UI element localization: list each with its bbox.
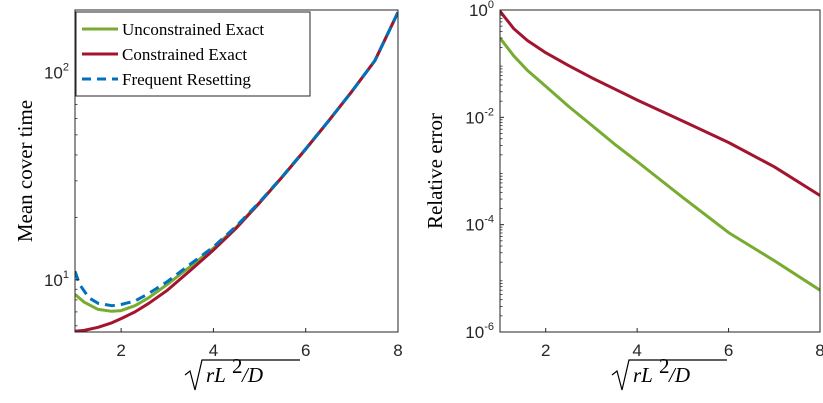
left-series-line-2 <box>75 11 398 308</box>
right-x-tick-label: 6 <box>724 341 733 360</box>
right-series-line-1 <box>500 37 820 292</box>
left-x-tick-label: 6 <box>301 341 310 360</box>
right-x-ticks: 2 4 6 8 <box>541 328 823 360</box>
right-series-lines <box>500 10 820 292</box>
left-x-tick-label: 4 <box>209 341 218 360</box>
left-y-ticks: 101 102 <box>44 61 79 327</box>
right-x-tick-label: 8 <box>815 341 823 360</box>
right-x-tick-label: 4 <box>632 341 641 360</box>
left-series-lines <box>75 11 398 332</box>
svg-text:2: 2 <box>232 354 243 378</box>
right-x-tick-label: 2 <box>541 341 550 360</box>
svg-text:rL: rL <box>633 363 653 387</box>
right-y-tick-label: 100 <box>469 0 494 20</box>
right-y-tick-label: 10-6 <box>465 321 494 342</box>
left-y-tick-label: 102 <box>44 61 69 82</box>
right-x-axis-label: rL 2 /D <box>611 354 727 391</box>
left-x-ticks: 2 4 6 8 <box>116 328 403 360</box>
svg-text:/D: /D <box>241 363 263 387</box>
left-y-tick-label: 101 <box>44 269 69 290</box>
left-series-line-1 <box>75 11 398 332</box>
svg-text:rL: rL <box>206 363 226 387</box>
right-y-axis-label: Relative error <box>423 113 447 229</box>
svg-text:2: 2 <box>659 354 670 378</box>
legend-label-constrained: Constrained Exact <box>122 45 247 64</box>
left-y-axis-label: Mean cover time <box>13 100 37 242</box>
legend: Unconstrained Exact Constrained Exact Fr… <box>75 11 311 97</box>
left-x-tick-label: 2 <box>116 341 125 360</box>
right-y-ticks: 100 10-2 10-4 10-6 <box>465 0 504 342</box>
right-y-tick-label: 10-4 <box>465 214 494 235</box>
right-y-tick-label: 10-2 <box>465 106 494 127</box>
left-axes-frame <box>74 9 399 333</box>
left-x-tick-label: 8 <box>393 341 402 360</box>
left-x-axis-label: rL 2 /D <box>184 354 300 391</box>
svg-text:/D: /D <box>668 363 690 387</box>
legend-label-frequent: Frequent Resetting <box>122 70 251 89</box>
right-axes-frame <box>499 9 821 333</box>
legend-label-unconstrained: Unconstrained Exact <box>122 20 264 39</box>
right-series-line-0 <box>500 10 820 197</box>
